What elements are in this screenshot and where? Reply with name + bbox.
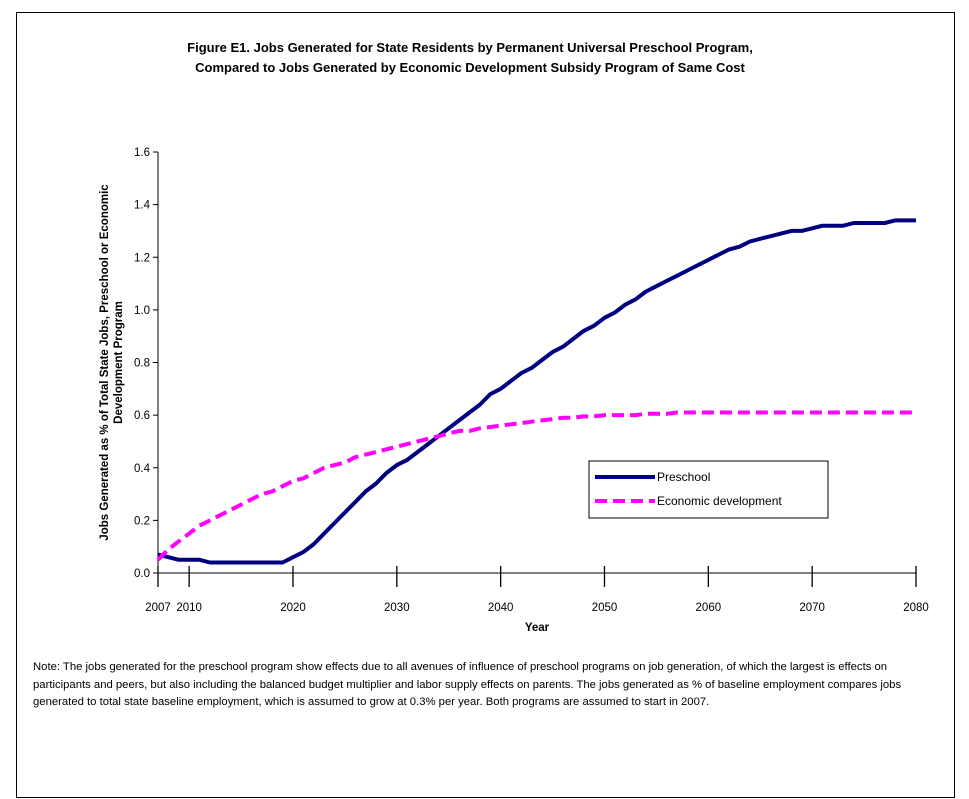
y-tick-label: 0.6 xyxy=(134,410,150,422)
y-tick-label: 0.8 xyxy=(134,358,150,370)
y-axis-title-line: Jobs Generated as % of Total State Jobs,… xyxy=(99,184,111,541)
legend-label-economic-development: Economic development xyxy=(657,494,782,508)
x-tick-label: 2020 xyxy=(280,602,306,614)
line-chart: 0.0 0.2 0.4 0.6 0.8 1.0 1.2 1.4 1.6 2007 2010 2020 2… xyxy=(99,147,929,634)
note-text: Note: The jobs generated for the prescho… xyxy=(33,661,902,708)
chart-title-line-2: Compared to Jobs Generated by Economic D… xyxy=(195,60,745,75)
y-tick-label: 1.4 xyxy=(134,200,151,212)
chart-legend: Preschool Economic development xyxy=(588,460,829,519)
chart-title-line-1: Figure E1. Jobs Generated for State Resi… xyxy=(187,40,753,55)
figure-frame xyxy=(16,12,955,798)
x-tick-label: 2007 xyxy=(145,602,171,614)
y-tick-label: 0.2 xyxy=(134,515,150,527)
x-axis-title: Year xyxy=(525,622,550,634)
x-tick-label: 2070 xyxy=(799,602,825,614)
series-line-economic-development xyxy=(156,410,916,562)
x-tick-label: 2030 xyxy=(384,602,410,614)
y-tick-label: 0.0 xyxy=(134,568,150,580)
figure-note: Note: The jobs generated for the prescho… xyxy=(33,659,943,712)
x-tick-label: 2080 xyxy=(903,602,929,614)
x-tick-label: 2060 xyxy=(696,602,722,614)
chart-title: Figure E1. Jobs Generated for State Resi… xyxy=(60,38,880,78)
legend-label-preschool: Preschool xyxy=(657,470,710,484)
x-tick-label: 2050 xyxy=(592,602,618,614)
y-axis-title-line: Development Program xyxy=(113,301,125,424)
chart-axes: 0.0 0.2 0.4 0.6 0.8 1.0 1.2 1.4 1.6 2007 2010 2020 2… xyxy=(99,147,929,634)
y-axis-title: Jobs Generated as % of Total State Jobs,… xyxy=(99,184,125,541)
y-tick-label: 1.0 xyxy=(134,305,150,317)
legend-box xyxy=(588,460,829,519)
series-line-preschool xyxy=(157,218,916,565)
x-tick-label: 2010 xyxy=(176,602,202,614)
x-tick-label: 2040 xyxy=(488,602,514,614)
chart-series xyxy=(156,218,916,565)
y-tick-label: 0.4 xyxy=(134,463,151,475)
y-tick-label: 1.6 xyxy=(134,147,150,159)
y-tick-label: 1.2 xyxy=(134,252,150,264)
